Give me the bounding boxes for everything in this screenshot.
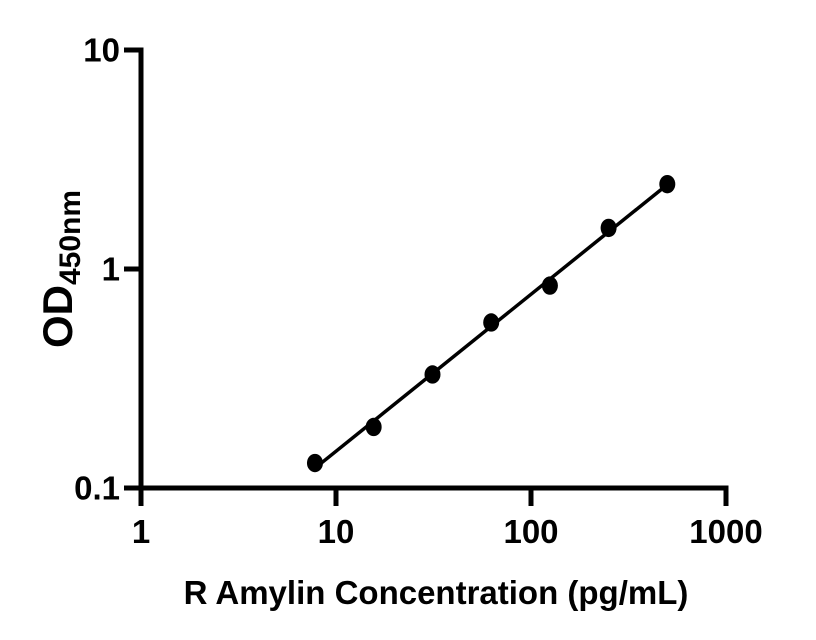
x-tick-label: 1 (132, 513, 150, 550)
data-point-marker (600, 218, 617, 238)
data-point-marker (541, 276, 558, 295)
data-point-marker (659, 174, 676, 194)
x-axis-tick-labels: 1 10 100 1000 (132, 513, 763, 550)
y-tick-label: 1 (102, 251, 120, 288)
x-tick-label: 100 (503, 513, 558, 550)
y-tick-label: 0.1 (74, 470, 120, 507)
data-point-marker (365, 417, 382, 437)
data-points (306, 174, 676, 473)
y-axis-tick-labels: 0.1 1 10 (74, 32, 120, 507)
x-tick-label: 1000 (689, 513, 762, 550)
axes (138, 48, 729, 491)
y-tick-label: 10 (83, 32, 120, 69)
x-axis-title: R Amylin Concentration (pg/mL) (184, 574, 689, 611)
x-tick-label: 10 (318, 513, 355, 550)
y-axis-ticks (124, 47, 144, 491)
data-point-marker (306, 453, 323, 473)
data-point-marker (424, 365, 441, 384)
y-axis-title: OD450nm (34, 190, 87, 348)
data-point-marker (483, 313, 500, 332)
y-axis-title-subscript: 450nm (54, 190, 87, 285)
